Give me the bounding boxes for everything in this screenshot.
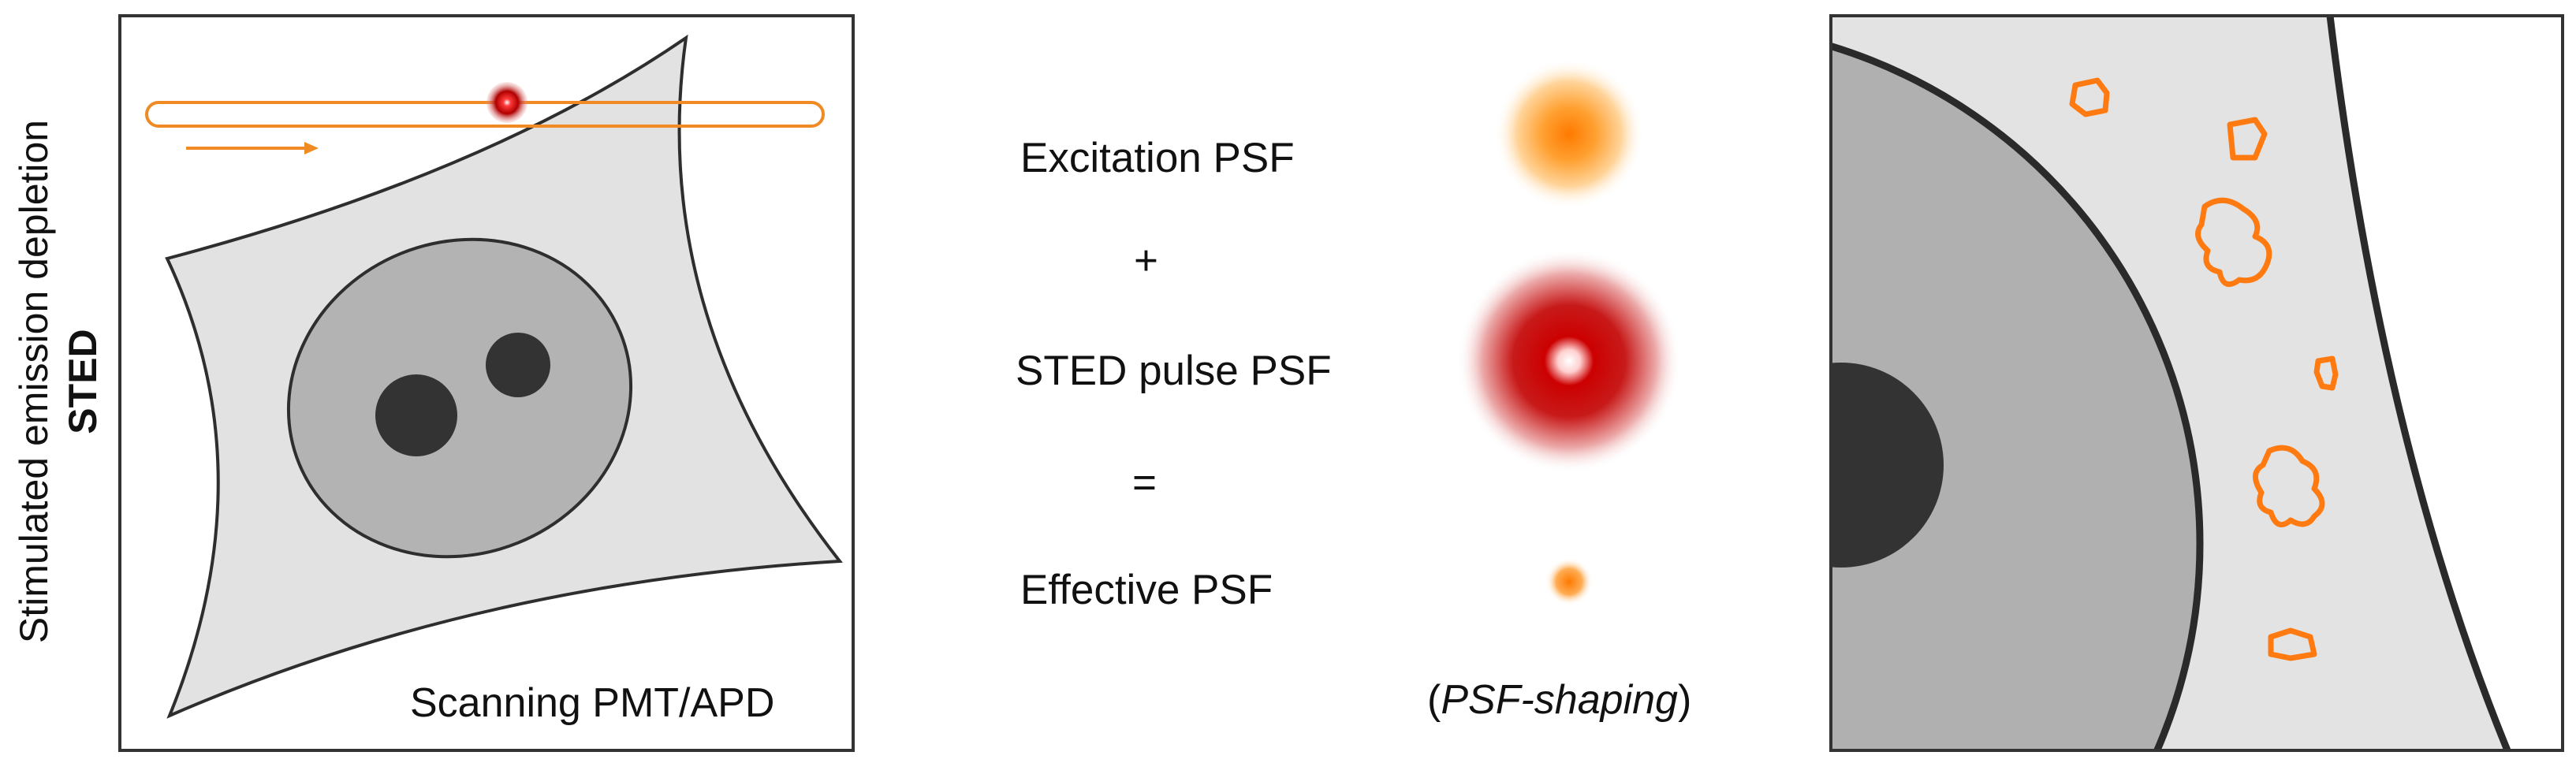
right-nucleolus xyxy=(1831,363,1944,568)
equals-sign: = xyxy=(1132,460,1157,506)
side-label-title: STED xyxy=(61,329,105,434)
spot-6 xyxy=(2268,627,2317,661)
note-open-paren: ( xyxy=(1427,677,1441,723)
left-panel-caption: Scanning PMT/APD xyxy=(410,680,775,726)
note-italic-text: PSF-shaping xyxy=(1441,677,1678,723)
excitation-psf-label: Excitation PSF xyxy=(1020,135,1295,181)
right-panel-frame xyxy=(1829,14,2564,752)
right-panel xyxy=(1831,16,2563,750)
right-nucleus xyxy=(1831,43,2204,750)
fluorescent-spots xyxy=(2069,77,2339,661)
spot-5 xyxy=(2253,445,2325,528)
scan-arrow-head xyxy=(304,142,319,154)
spot-4 xyxy=(2313,355,2339,391)
sted-psf-spot xyxy=(1457,249,1681,473)
note-close-paren: ) xyxy=(1677,677,1692,723)
scan-path xyxy=(145,101,825,128)
excitation-psf-spot xyxy=(1494,59,1644,209)
cell-membrane xyxy=(2326,16,2511,750)
nucleolus-2 xyxy=(486,333,550,397)
spot-3 xyxy=(2195,197,2272,288)
psf-shaping-note: (PSF-shaping) xyxy=(1427,676,1691,724)
effective-psf-label: Effective PSF xyxy=(1020,567,1273,613)
left-panel xyxy=(118,14,855,752)
cell-nucleus xyxy=(286,237,633,559)
side-label-subtitle: Stimulated emission depletion xyxy=(12,119,56,644)
nucleolus-1 xyxy=(375,374,457,456)
spot-1 xyxy=(2069,77,2110,117)
plus-sign: + xyxy=(1134,237,1158,284)
side-label: Stimulated emission depletion STED xyxy=(9,0,107,763)
effective-psf-spot xyxy=(1545,558,1593,605)
scanning-spot xyxy=(486,82,528,123)
sted-psf-label: STED pulse PSF xyxy=(1016,348,1332,394)
spot-2 xyxy=(2227,117,2268,161)
outside-region xyxy=(2330,16,2563,750)
